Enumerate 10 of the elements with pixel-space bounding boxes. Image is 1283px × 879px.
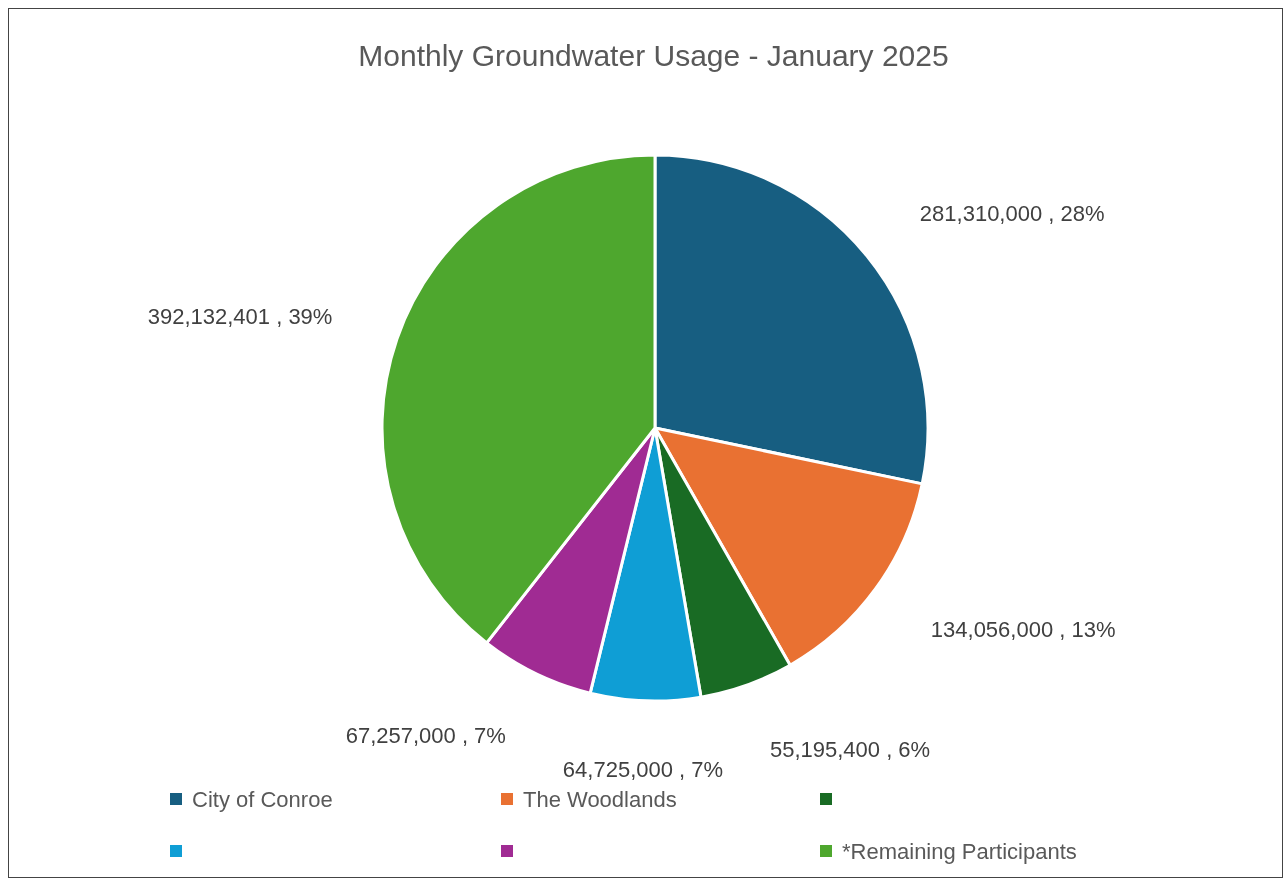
legend-label: City of Conroe <box>192 786 333 812</box>
legend-label: The Woodlands <box>523 786 677 812</box>
data-label: 392,132,401 , 39% <box>147 304 333 330</box>
data-label: 67,257,000 , 7% <box>345 722 506 748</box>
data-label: 64,725,000 , 7% <box>562 756 724 782</box>
data-label: 134,056,000 , 13% <box>930 616 1116 642</box>
chart-title: Monthly Groundwater Usage - January 2025 <box>358 39 949 72</box>
data-label: 55,195,400 , 6% <box>769 737 931 763</box>
legend-label: *Remaining Participants <box>842 838 1077 864</box>
data-label: 281,310,000 , 28% <box>919 200 1105 226</box>
